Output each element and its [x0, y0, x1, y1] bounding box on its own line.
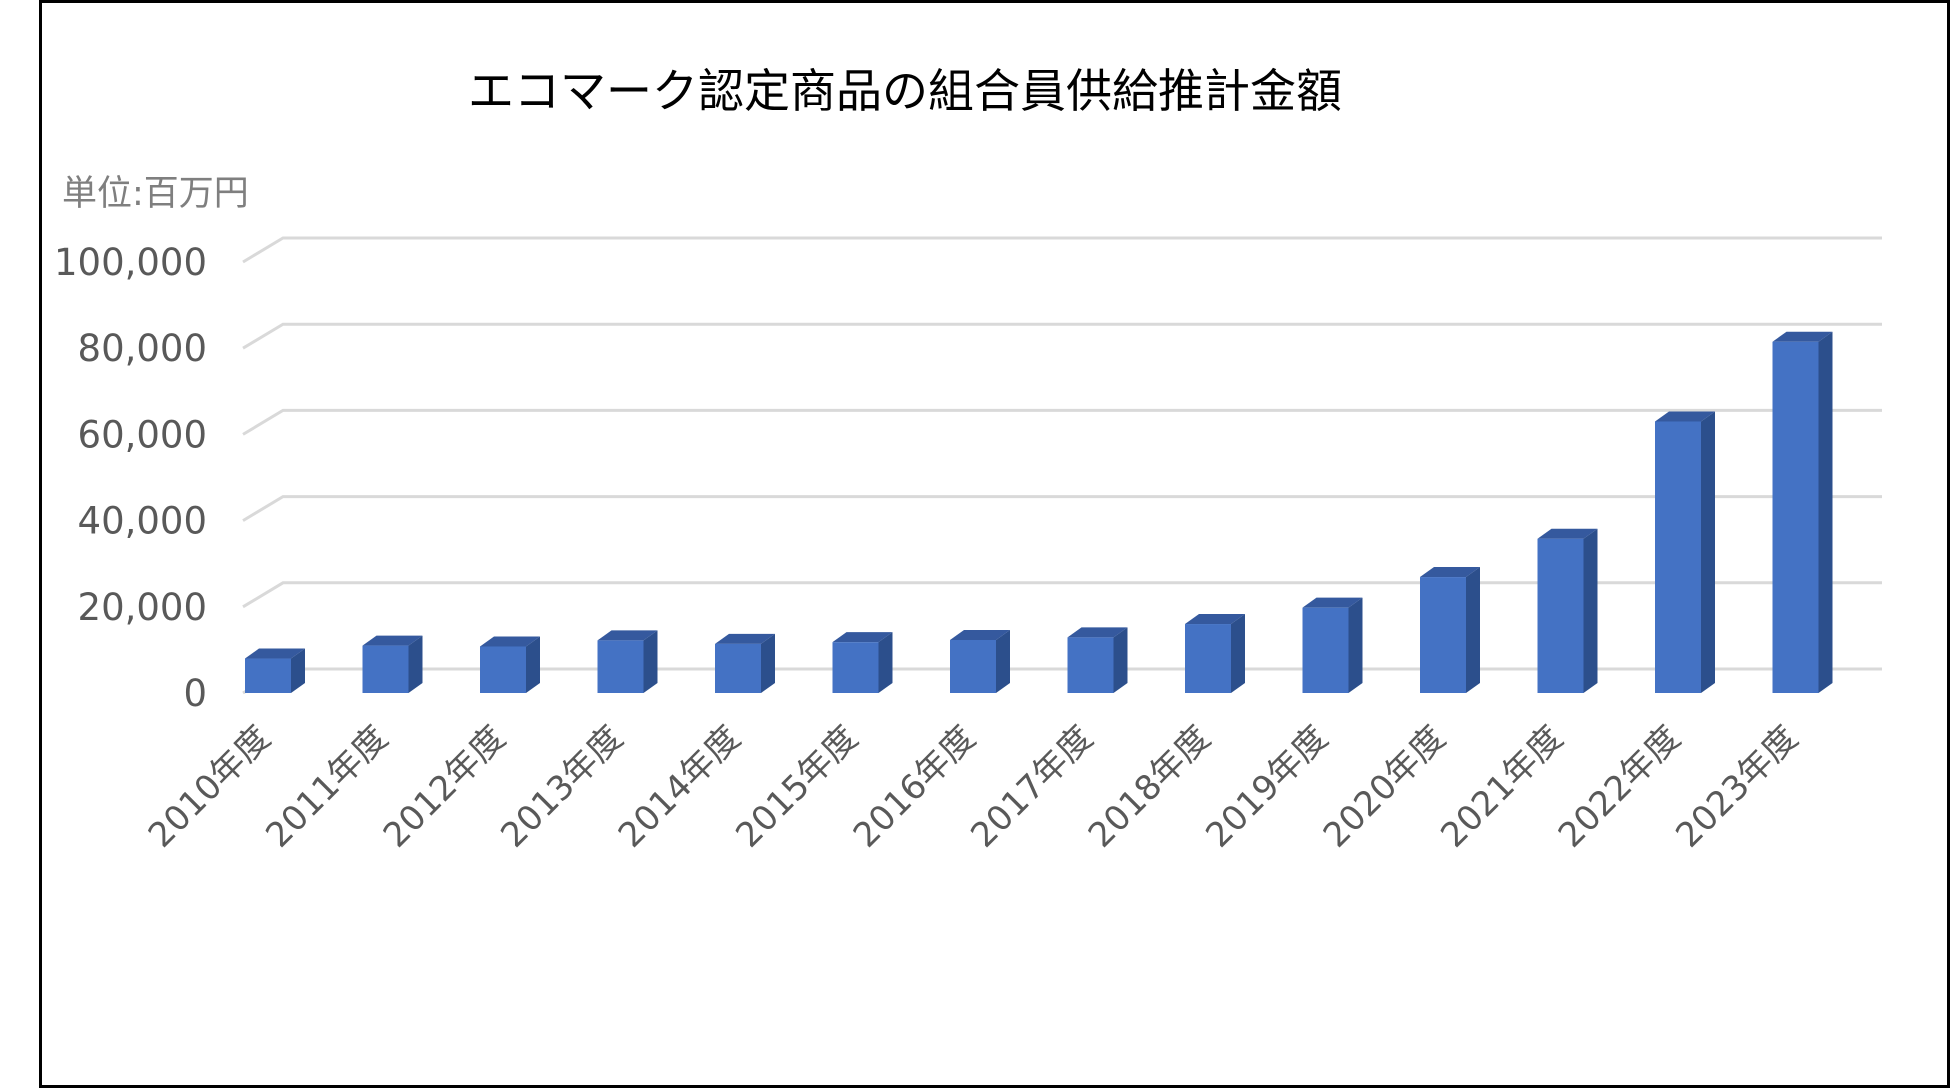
y-tick-label: 60,000 [78, 413, 207, 456]
chart-frame [39, 0, 1950, 1088]
bar-top [1655, 411, 1715, 422]
x-tick-label: 2018年度 [1081, 718, 1219, 856]
bar-top [1420, 567, 1480, 578]
gridline [242, 581, 1882, 609]
bar-top [832, 632, 893, 643]
gridlines [242, 236, 1882, 695]
bar-front [1185, 624, 1231, 693]
bar-side [878, 632, 893, 693]
bar [480, 636, 540, 693]
bar-side [1818, 331, 1833, 693]
bar-top [1185, 614, 1245, 625]
y-tick-label: 100,000 [54, 241, 207, 284]
bar [1772, 331, 1833, 693]
x-tick-label: 2015年度 [728, 718, 866, 856]
gridline [242, 322, 1882, 350]
bar-side [291, 648, 305, 693]
bar [1185, 614, 1245, 693]
bar-front [597, 640, 644, 693]
bar-side [1231, 614, 1245, 693]
bar-top [480, 636, 540, 647]
y-tick-label: 80,000 [78, 327, 207, 370]
bar-side [1113, 627, 1128, 693]
x-tick-label: 2022年度 [1551, 718, 1689, 856]
bar-side [408, 635, 423, 693]
bar-top [1067, 627, 1128, 638]
bar-top [1537, 528, 1598, 539]
bar-top [362, 635, 423, 646]
bar-front [1067, 637, 1114, 693]
bar [832, 632, 893, 693]
bar-side [1583, 528, 1598, 693]
bar-top [1302, 597, 1363, 608]
bar-side [1701, 411, 1715, 693]
bar-side [996, 629, 1010, 693]
y-tick-label: 20,000 [78, 586, 207, 629]
bar [1067, 627, 1128, 693]
bar-front [245, 658, 291, 693]
bar-side [643, 630, 658, 693]
x-tick-label: 2023年度 [1668, 718, 1806, 856]
x-tick-label: 2019年度 [1198, 718, 1336, 856]
bar [950, 629, 1010, 693]
bar [597, 630, 658, 693]
bar-top [245, 648, 305, 659]
bar-top [950, 629, 1010, 640]
x-tick-label: 2013年度 [493, 718, 631, 856]
bar [245, 648, 305, 693]
bar-front [1655, 421, 1701, 693]
bar-front [950, 639, 996, 693]
gridline [242, 495, 1882, 522]
bar-side [526, 636, 540, 693]
chart-title: エコマーク認定商品の組合員供給推計金額 [468, 64, 1342, 118]
bars [245, 331, 1833, 693]
bar-top [715, 633, 775, 644]
bar [1655, 411, 1715, 693]
bar [1537, 528, 1598, 693]
y-tick-label: 0 [183, 672, 207, 715]
bar-top [1772, 331, 1833, 342]
bar-top [597, 630, 658, 641]
bar-front [1302, 607, 1349, 693]
x-tick-label: 2017年度 [963, 718, 1101, 856]
x-tick-label: 2012年度 [376, 718, 514, 856]
bar-side [1348, 597, 1363, 693]
x-tick-label: 2010年度 [141, 718, 279, 856]
y-tick-label: 40,000 [78, 500, 207, 543]
bar [362, 635, 423, 693]
bar-side [761, 633, 775, 693]
bar [715, 633, 775, 693]
bar-front [1420, 577, 1466, 693]
bar-front [362, 645, 409, 693]
x-tick-label: 2021年度 [1433, 718, 1571, 856]
bar [1302, 597, 1363, 693]
x-tick-label: 2014年度 [611, 718, 749, 856]
bar-side [1466, 567, 1480, 693]
x-tick-label: 2016年度 [846, 718, 984, 856]
bar-front [1772, 341, 1819, 693]
bar-front [832, 642, 879, 693]
x-tick-label: 2020年度 [1316, 718, 1454, 856]
x-tick-label: 2011年度 [258, 718, 396, 856]
bar-front [480, 646, 526, 693]
gridline [242, 408, 1882, 436]
y-axis-ticks: 0 20,000 40,000 60,000 80,000 100,000 [54, 241, 207, 715]
gridline [242, 236, 1882, 264]
bar [1420, 567, 1480, 693]
x-axis-ticks: 2010年度2011年度2012年度2013年度2014年度2015年度2016… [141, 718, 1806, 856]
bar-front [715, 643, 761, 693]
unit-label: 単位:百万円 [62, 174, 249, 214]
bar-front [1537, 538, 1584, 693]
